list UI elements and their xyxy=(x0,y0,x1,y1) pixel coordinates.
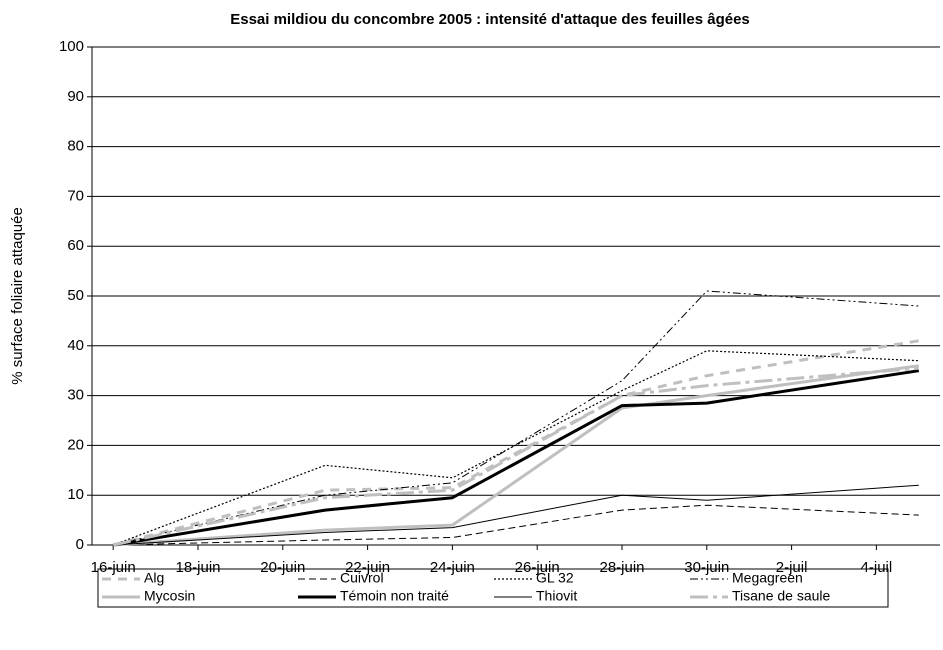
x-tick-label: 2-juil xyxy=(776,559,808,576)
series-line xyxy=(113,290,919,546)
legend-label: Thiovit xyxy=(536,588,577,604)
y-tick-label: 20 xyxy=(67,436,84,453)
y-tick-label: 80 xyxy=(67,138,84,155)
legend-label: Mycosin xyxy=(144,588,195,604)
y-tick-label: 70 xyxy=(67,187,84,204)
series-line xyxy=(112,369,920,547)
legend-label: Megagreen xyxy=(732,570,803,586)
x-tick-label: 20-juin xyxy=(260,559,305,576)
series-line xyxy=(113,504,919,546)
x-tick-label: 28-juin xyxy=(599,559,644,576)
y-tick-label: 40 xyxy=(67,337,84,354)
series-line xyxy=(112,339,920,547)
y-tick-label: 50 xyxy=(67,287,84,304)
y-tick-label: 60 xyxy=(67,237,84,254)
x-tick-label: 4-juil xyxy=(861,559,893,576)
x-tick-label: 16-juin xyxy=(91,559,136,576)
series-line xyxy=(112,350,919,546)
legend-label: GL 32 xyxy=(536,570,574,586)
legend-label: Cuivrol xyxy=(340,570,384,586)
x-tick-label: 22-juin xyxy=(345,559,390,576)
y-tick-label: 0 xyxy=(76,536,84,553)
series-line xyxy=(112,366,919,547)
legend-label: Alg xyxy=(144,570,164,586)
chart-title: Essai mildiou du concombre 2005 : intens… xyxy=(230,11,750,28)
legend-box xyxy=(97,568,889,608)
x-tick-label: 24-juin xyxy=(430,559,475,576)
series-line xyxy=(113,364,920,547)
y-tick-label: 100 xyxy=(59,38,84,55)
x-tick-label: 26-juin xyxy=(515,559,560,576)
y-tick-label: 10 xyxy=(67,486,84,503)
x-tick-label: 18-juin xyxy=(175,559,220,576)
y-tick-label: 90 xyxy=(67,88,84,105)
series-line xyxy=(113,484,919,546)
x-tick-label: 30-juin xyxy=(684,559,729,576)
legend-label: Tisane de saule xyxy=(732,588,831,604)
legend-label: Témoin non traité xyxy=(340,588,449,604)
y-tick-label: 30 xyxy=(67,387,84,404)
y-axis-label: % surface foliaire attaquée xyxy=(9,207,26,385)
